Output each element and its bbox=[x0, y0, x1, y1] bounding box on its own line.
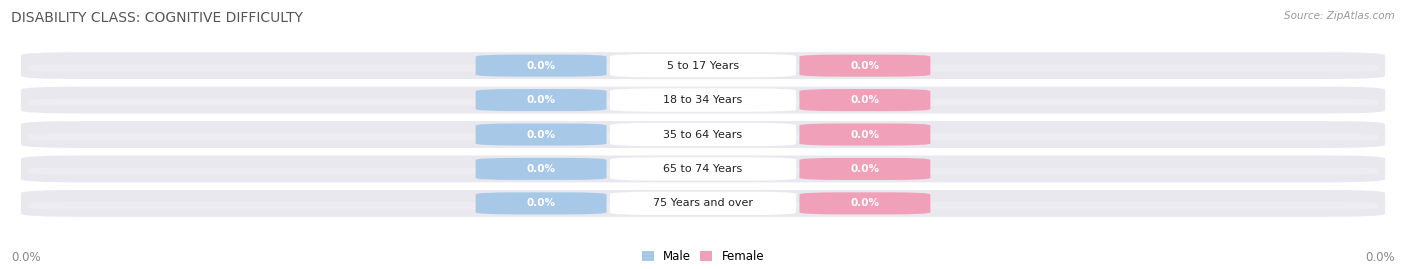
Text: 0.0%: 0.0% bbox=[527, 198, 555, 208]
Text: 0.0%: 0.0% bbox=[851, 198, 879, 208]
FancyBboxPatch shape bbox=[28, 202, 1378, 209]
FancyBboxPatch shape bbox=[475, 192, 606, 214]
Text: 65 to 74 Years: 65 to 74 Years bbox=[664, 164, 742, 174]
Text: 0.0%: 0.0% bbox=[11, 251, 41, 264]
FancyBboxPatch shape bbox=[800, 192, 931, 214]
Text: 0.0%: 0.0% bbox=[1365, 251, 1395, 264]
FancyBboxPatch shape bbox=[475, 158, 606, 180]
FancyBboxPatch shape bbox=[21, 52, 1385, 79]
Text: 0.0%: 0.0% bbox=[851, 95, 879, 105]
FancyBboxPatch shape bbox=[475, 55, 606, 77]
Text: 5 to 17 Years: 5 to 17 Years bbox=[666, 61, 740, 71]
FancyBboxPatch shape bbox=[28, 168, 1378, 175]
FancyBboxPatch shape bbox=[800, 158, 931, 180]
Text: 75 Years and over: 75 Years and over bbox=[652, 198, 754, 208]
FancyBboxPatch shape bbox=[21, 155, 1385, 182]
FancyBboxPatch shape bbox=[610, 123, 796, 146]
FancyBboxPatch shape bbox=[610, 157, 796, 181]
Text: 0.0%: 0.0% bbox=[851, 61, 879, 71]
Text: 35 to 64 Years: 35 to 64 Years bbox=[664, 129, 742, 140]
FancyBboxPatch shape bbox=[475, 89, 606, 111]
Text: Source: ZipAtlas.com: Source: ZipAtlas.com bbox=[1284, 11, 1395, 21]
Text: 0.0%: 0.0% bbox=[527, 164, 555, 174]
Text: 0.0%: 0.0% bbox=[527, 95, 555, 105]
FancyBboxPatch shape bbox=[610, 88, 796, 112]
FancyBboxPatch shape bbox=[28, 133, 1378, 140]
FancyBboxPatch shape bbox=[21, 121, 1385, 148]
Text: DISABILITY CLASS: COGNITIVE DIFFICULTY: DISABILITY CLASS: COGNITIVE DIFFICULTY bbox=[11, 11, 304, 25]
Legend: Male, Female: Male, Female bbox=[641, 250, 765, 263]
FancyBboxPatch shape bbox=[475, 123, 606, 146]
FancyBboxPatch shape bbox=[610, 54, 796, 77]
Text: 18 to 34 Years: 18 to 34 Years bbox=[664, 95, 742, 105]
Text: 0.0%: 0.0% bbox=[527, 61, 555, 71]
FancyBboxPatch shape bbox=[21, 190, 1385, 217]
FancyBboxPatch shape bbox=[800, 55, 931, 77]
FancyBboxPatch shape bbox=[28, 99, 1378, 106]
FancyBboxPatch shape bbox=[21, 87, 1385, 114]
Text: 0.0%: 0.0% bbox=[851, 129, 879, 140]
FancyBboxPatch shape bbox=[800, 123, 931, 146]
FancyBboxPatch shape bbox=[800, 89, 931, 111]
Text: 0.0%: 0.0% bbox=[851, 164, 879, 174]
FancyBboxPatch shape bbox=[610, 192, 796, 215]
FancyBboxPatch shape bbox=[28, 64, 1378, 72]
Text: 0.0%: 0.0% bbox=[527, 129, 555, 140]
